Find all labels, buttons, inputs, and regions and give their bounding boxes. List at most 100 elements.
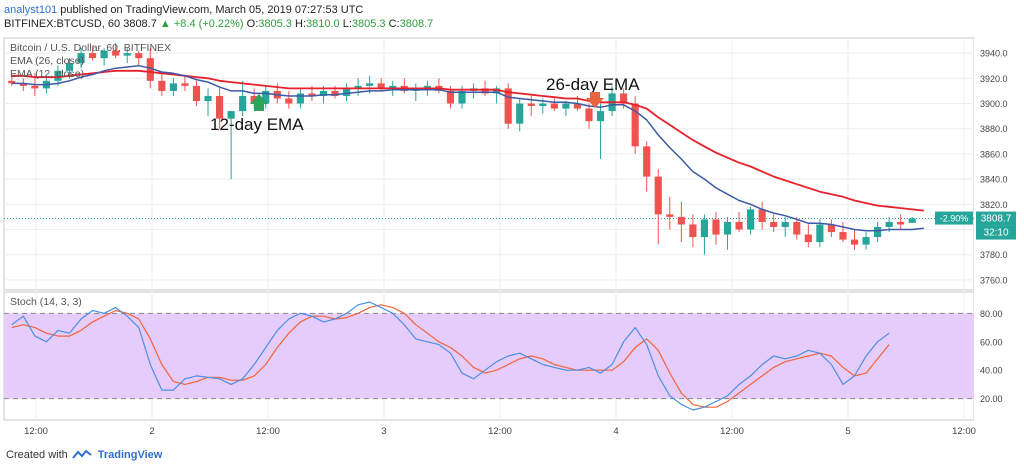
candle-body — [181, 83, 189, 86]
ema26-legend[interactable]: EMA (26, close) — [10, 55, 85, 67]
countdown-badge-text: 32:10 — [983, 228, 1008, 239]
candle-body — [77, 53, 85, 64]
candle-body — [112, 50, 120, 56]
candle-body — [204, 95, 212, 101]
up-triangle-icon: ▲ — [159, 18, 171, 30]
candle-body — [493, 88, 501, 94]
candle-body — [354, 85, 362, 89]
annotations: 26-day EMA 12-day EMA — [210, 75, 640, 134]
candle-body — [620, 93, 628, 104]
candle-body — [169, 83, 177, 91]
candle-body — [54, 70, 62, 81]
candle-body — [516, 103, 524, 124]
candle-body — [308, 93, 316, 96]
candle-body — [146, 58, 154, 81]
candle-body — [596, 111, 605, 122]
candle-body — [781, 221, 789, 227]
symbol-label: BITFINEX:BTCUSD, 60 — [4, 18, 121, 30]
candle-body — [850, 239, 859, 245]
candle-body — [262, 90, 270, 104]
price-tick-label: 3880.0 — [980, 124, 1008, 134]
price-tick-label: 3940.0 — [980, 49, 1008, 59]
created-with-text: Created with — [6, 449, 68, 461]
pct-badge-text: -2.90% — [940, 214, 969, 224]
price-tick-label: 3820.0 — [980, 200, 1008, 210]
candle-body — [19, 83, 27, 86]
candle-body — [123, 53, 131, 56]
stoch-k-line — [11, 301, 890, 411]
footer: Created with TradingView — [6, 449, 162, 461]
tradingview-brand[interactable]: TradingView — [97, 449, 163, 461]
candle-body — [723, 221, 732, 235]
time-tick-label: 12:00 — [952, 426, 976, 437]
publish-info: published on TradingView.com, March 05, … — [60, 4, 364, 16]
author-link[interactable]: analyst101 — [4, 4, 58, 16]
ema-layer — [11, 64, 924, 232]
candle-body — [770, 221, 778, 227]
stoch-tick-label: 60.00 — [980, 337, 1003, 347]
price-tick-label: 3860.0 — [980, 149, 1008, 159]
candle-body — [158, 80, 166, 91]
candle-body — [366, 83, 374, 86]
grid-lines — [4, 38, 974, 420]
candle-body — [458, 90, 466, 104]
open-value: 3805.3 — [258, 18, 292, 30]
stoch-tick-label: 40.00 — [980, 366, 1003, 376]
last-price-badge — [976, 211, 1016, 226]
candle-body — [816, 224, 824, 243]
price-tick-label: 3840.0 — [980, 175, 1008, 185]
candle-body — [562, 103, 570, 109]
candle-body — [227, 111, 235, 119]
ema26-annotation: 26-day EMA — [546, 75, 640, 94]
tradingview-logo-icon — [71, 449, 92, 459]
candle-body — [666, 214, 674, 217]
price-tick-label: 3760.0 — [980, 275, 1008, 285]
price-badges: -2.90% 3808.7 32:10 — [935, 211, 1016, 240]
candle-body — [631, 103, 639, 147]
ema26-line — [11, 69, 924, 212]
price-tick-label: 3900.0 — [980, 99, 1008, 109]
time-tick-label: 12:00 — [256, 426, 280, 437]
ohlc-line: BITFINEX:BTCUSD, 60 3808.7 ▲ +8.4 (+0.22… — [4, 18, 433, 30]
last-price: 3808.7 — [123, 18, 157, 30]
price-pane[interactable] — [3, 37, 975, 291]
candle-body — [643, 146, 651, 177]
candle-body — [31, 85, 39, 89]
candle-body — [839, 232, 847, 240]
time-tick-label: 12:00 — [720, 426, 744, 437]
arrow-up-icon — [250, 94, 268, 111]
stoch-tick-label: 20.00 — [980, 394, 1003, 404]
stoch-legend[interactable]: Stoch (14, 3, 3) — [10, 296, 82, 308]
time-tick-label: 12:00 — [24, 426, 48, 437]
candle-body — [239, 95, 247, 112]
stoch-band — [4, 312, 974, 400]
change-value: +8.4 (+0.22%) — [173, 18, 244, 30]
candle-body — [8, 80, 16, 84]
last-price-badge-text: 3808.7 — [981, 214, 1012, 225]
candle-body — [527, 103, 535, 107]
candle-body — [285, 98, 293, 104]
candle-body — [65, 63, 74, 71]
time-tick-label: 3 — [381, 426, 386, 437]
price-tick-label: 3780.0 — [980, 250, 1008, 260]
high-label: H: — [295, 18, 306, 30]
close-label: C: — [388, 18, 400, 30]
publish-line: analyst101 published on TradingView.com,… — [4, 4, 363, 16]
candle-body — [585, 108, 593, 122]
candle-body — [481, 88, 489, 94]
candle-body — [793, 221, 801, 235]
candle-body — [100, 50, 108, 59]
candle-body — [862, 237, 870, 245]
ema12-legend[interactable]: EMA (12, close) — [10, 68, 85, 80]
candle-body — [215, 95, 224, 119]
candle-body — [874, 227, 882, 238]
candle-body — [423, 85, 431, 89]
candle-body — [897, 221, 905, 225]
candle-body — [827, 224, 835, 233]
pct-badge — [935, 211, 973, 225]
candle-body — [885, 221, 893, 227]
candle-body — [331, 90, 339, 96]
candle-body — [192, 85, 201, 101]
candle-body — [758, 209, 766, 222]
